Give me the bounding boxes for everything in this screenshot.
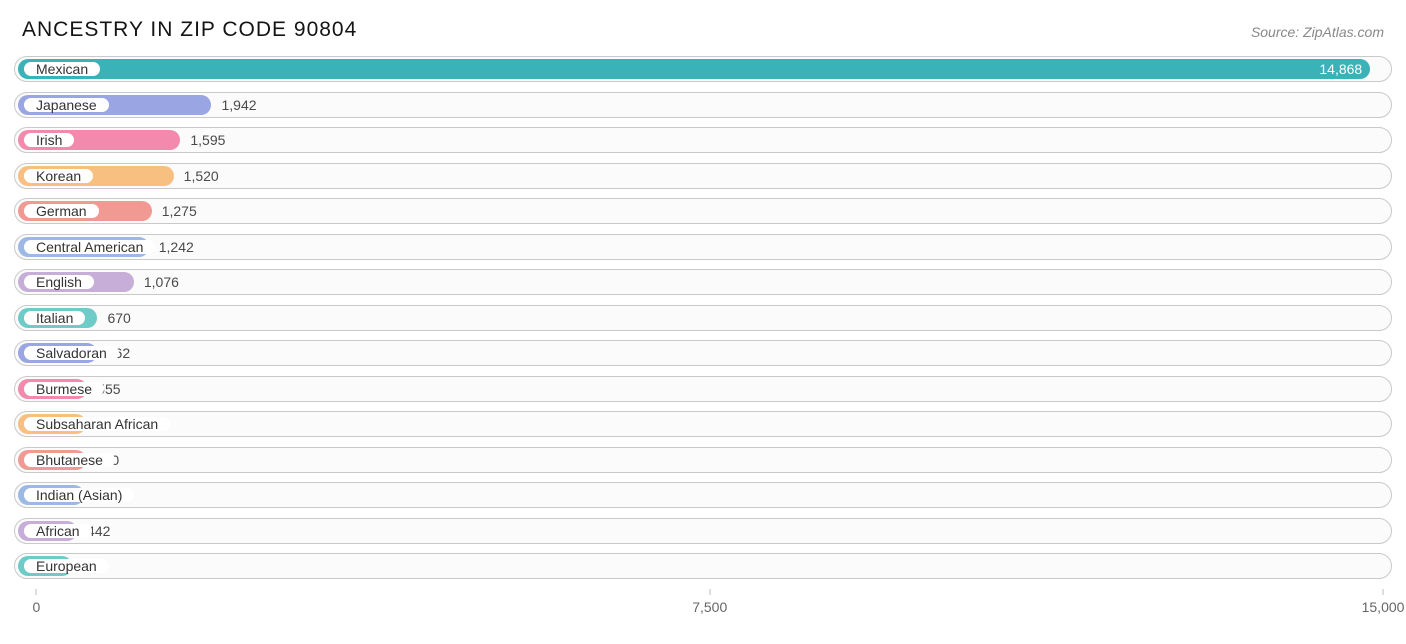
category-pill: Bhutanese [24, 453, 115, 467]
value-label: 1,520 [184, 168, 219, 184]
category-pill: European [24, 559, 109, 573]
value-label: 1,595 [190, 132, 225, 148]
bar-fill: Mexican 14,868 [18, 59, 1370, 79]
category-pill: Burmese [24, 382, 104, 396]
chart-header: ANCESTRY IN ZIP CODE 90804 Source: ZipAt… [0, 0, 1406, 50]
bar-fill: Korean1,520 [18, 166, 174, 186]
bar-fill: Japanese1,942 [18, 95, 211, 115]
chart-title: ANCESTRY IN ZIP CODE 90804 [22, 18, 357, 42]
bar-track: Japanese 1,942 [14, 92, 1392, 118]
category-pill: Italian [24, 311, 85, 325]
category-pill: English [24, 275, 94, 289]
bar-fill: Bhutanese540 [18, 450, 86, 470]
bar-track: Mexican 14,868 [14, 56, 1392, 82]
bar-track: Central American 1,242 [14, 234, 1392, 260]
bar-track: African442 [14, 518, 1392, 544]
chart-area: Mexican 14,868 Japanese 1,942 Irish 1,595 Kore… [0, 50, 1406, 579]
bar-track: Burmese555 [14, 376, 1392, 402]
category-pill: Central American [24, 240, 155, 254]
category-pill: Subsaharan African [24, 417, 170, 431]
axis-tick-mark [36, 589, 37, 595]
axis-tick-mark [1383, 589, 1384, 595]
category-pill: Indian (Asian) [24, 488, 134, 502]
bar-fill: Indian (Asian)519 [18, 485, 84, 505]
axis-tick-mark [709, 589, 710, 595]
value-label: 1,076 [144, 274, 179, 290]
axis-tick-label: 7,500 [692, 599, 727, 615]
category-pill: Salvadoran [24, 346, 119, 360]
category-pill: Mexican [24, 62, 100, 76]
bar-track: Salvadoran662 [14, 340, 1392, 366]
value-label: 1,942 [221, 97, 256, 113]
bar-track: Irish 1,595 [14, 127, 1392, 153]
axis-tick-label: 0 [33, 599, 41, 615]
bar-fill: Salvadoran662 [18, 343, 97, 363]
bar-track: Italian 670 [14, 305, 1392, 331]
bar-track: Subsaharan African544 [14, 411, 1392, 437]
category-pill: Irish [24, 133, 74, 147]
bar-fill: German1,275 [18, 201, 152, 221]
bar-fill: Central American1,242 [18, 237, 149, 257]
bar-fill: Burmese555 [18, 379, 87, 399]
axis-tick-label: 15,000 [1362, 599, 1405, 615]
category-pill: Korean [24, 169, 93, 183]
bar-track: Indian (Asian)519 [14, 482, 1392, 508]
category-pill: African [24, 524, 92, 538]
category-pill: Japanese [24, 98, 109, 112]
value-label: 1,242 [159, 239, 194, 255]
bar-fill: European386 [18, 556, 72, 576]
bar-track: Bhutanese540 [14, 447, 1392, 473]
bar-fill: Subsaharan African544 [18, 414, 86, 434]
bar-track: Korean 1,520 [14, 163, 1392, 189]
bar-fill: English1,076 [18, 272, 134, 292]
chart-source: Source: ZipAtlas.com [1251, 24, 1384, 40]
bar-track: European386 [14, 553, 1392, 579]
bar-track: German 1,275 [14, 198, 1392, 224]
bar-fill: Irish1,595 [18, 130, 180, 150]
bar-fill: Italian670 [18, 308, 97, 328]
bar-fill: African442 [18, 521, 77, 541]
value-label: 670 [107, 310, 130, 326]
x-axis: 07,50015,000 [14, 589, 1392, 625]
value-label: 14,868 [1319, 61, 1362, 77]
value-label: 1,275 [162, 203, 197, 219]
category-pill: German [24, 204, 99, 218]
bar-track: English 1,076 [14, 269, 1392, 295]
